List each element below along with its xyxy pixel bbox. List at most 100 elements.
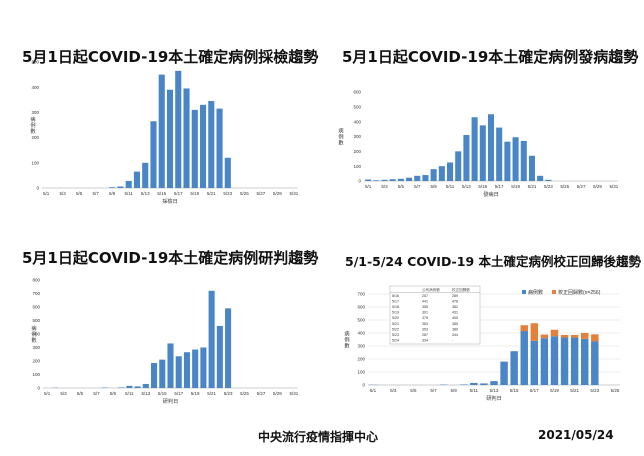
- bar: [191, 109, 198, 188]
- table-cell: 289: [452, 294, 458, 298]
- bar-cases: [470, 382, 478, 385]
- x-tick-label: 5/27: [256, 191, 265, 196]
- bar: [430, 169, 437, 181]
- bar: [216, 325, 223, 388]
- bar-cases: [550, 336, 559, 385]
- x-axis-title: 研判日: [163, 397, 179, 405]
- x-tick-label: 5/15: [478, 184, 487, 189]
- table-cell: 5/16: [392, 294, 399, 298]
- x-tick-label: 5/21: [570, 388, 579, 393]
- bar: [167, 343, 174, 388]
- x-tick-label: 5/1: [370, 388, 377, 393]
- bar-cases: [570, 337, 579, 385]
- table-cell: -: [452, 339, 454, 343]
- x-tick-label: 5/9: [110, 391, 117, 396]
- x-tick-label: 5/7: [93, 191, 100, 196]
- x-tick-label: 5/13: [490, 388, 499, 393]
- table-cell: 257: [422, 294, 428, 298]
- bar: [545, 179, 552, 181]
- bar: [208, 101, 215, 188]
- table-cell: 431: [452, 311, 458, 315]
- y-axis-title-char: 例: [30, 121, 35, 129]
- bar-cases: [530, 340, 539, 385]
- table-cell: 380: [452, 327, 458, 331]
- x-tick-label: 5/5: [76, 191, 83, 196]
- correction-table-frame: [389, 285, 481, 345]
- bar: [537, 175, 544, 181]
- bar: [142, 162, 149, 188]
- y-tick-label: 200: [353, 149, 361, 154]
- table-cell: 5/21: [392, 322, 399, 326]
- x-tick-label: 5/9: [451, 388, 458, 393]
- table-cell: 5/24: [392, 339, 399, 343]
- bar: [422, 175, 429, 181]
- bar: [438, 166, 445, 181]
- bar: [414, 175, 421, 181]
- x-tick-label: 5/29: [273, 391, 282, 396]
- y-tick-label: 100: [353, 164, 361, 169]
- legend-swatch-cases: [522, 290, 526, 294]
- x-tick-label: 5/11: [124, 191, 133, 196]
- y-tick-label: 100: [32, 372, 40, 377]
- bar: [158, 74, 165, 188]
- table-cell: 334: [422, 339, 428, 343]
- x-tick-label: 5/7: [93, 391, 100, 396]
- bar-correction: [520, 325, 528, 332]
- bar: [463, 135, 470, 181]
- footer-date: 2021/05/24: [538, 428, 614, 442]
- bar-correction: [580, 333, 589, 339]
- bar: [175, 356, 182, 388]
- bar: [224, 157, 231, 188]
- bar: [183, 88, 190, 188]
- bar: [142, 383, 149, 388]
- y-tick-label: 200: [32, 359, 40, 364]
- x-tick-label: 5/11: [470, 388, 479, 393]
- legend-label-cases: 病例數: [528, 289, 543, 296]
- x-tick-label: 5/3: [60, 391, 67, 396]
- bar: [118, 387, 125, 388]
- y-tick-label: 500: [32, 318, 40, 323]
- x-tick-label: 5/31: [290, 391, 299, 396]
- y-axis-title-char: 病: [344, 330, 349, 338]
- bar-correction: [570, 334, 579, 338]
- y-axis-title-char: 病: [338, 127, 343, 135]
- bar-cases: [591, 341, 599, 385]
- chart-title-report: 5月1日起COVID-19本土確定病例研判趨勢: [22, 249, 319, 267]
- x-tick-label: 5/5: [398, 184, 405, 189]
- x-tick-label: 5/17: [530, 388, 539, 393]
- x-tick-label: 5/5: [410, 388, 417, 393]
- y-axis-title-char: 數: [344, 342, 349, 350]
- y-tick-label: 500: [357, 318, 365, 323]
- y-tick-label: 300: [357, 344, 365, 349]
- y-tick-label: 0: [37, 386, 40, 391]
- y-tick-label: 0: [358, 179, 361, 184]
- x-tick-label: 5/21: [207, 391, 216, 396]
- bar: [125, 180, 132, 188]
- bar: [216, 108, 223, 188]
- y-axis-title-char: 病: [31, 324, 36, 332]
- table-cell: 344: [452, 333, 458, 337]
- bar: [479, 125, 486, 181]
- x-tick-label: 5/25: [560, 184, 569, 189]
- y-tick-label: 100: [31, 160, 39, 165]
- table-cell: 287: [422, 333, 428, 337]
- bar-cases: [460, 384, 468, 385]
- table-cell: 5/17: [392, 299, 399, 303]
- bar: [151, 363, 158, 388]
- y-tick-label: 600: [32, 305, 40, 310]
- bar: [200, 347, 207, 388]
- bar-correction: [591, 334, 599, 342]
- y-tick-label: 700: [32, 291, 40, 296]
- x-tick-label: 5/21: [528, 184, 537, 189]
- table-cell: 375: [422, 316, 428, 320]
- x-tick-label: 5/27: [577, 184, 586, 189]
- x-tick-label: 5/15: [158, 391, 167, 396]
- y-axis-title-char: 例: [338, 133, 343, 141]
- bar: [487, 114, 495, 181]
- x-tick-label: 5/7: [430, 388, 437, 393]
- y-axis-title-char: 數: [30, 127, 35, 135]
- chart-title-onset: 5月1日起COVID-19本土確定病例發病趨勢: [342, 48, 639, 66]
- legend-label-correction: 校正回歸數(n=256): [558, 289, 601, 296]
- y-tick-label: 200: [357, 357, 365, 362]
- x-tick-label: 5/17: [174, 191, 183, 196]
